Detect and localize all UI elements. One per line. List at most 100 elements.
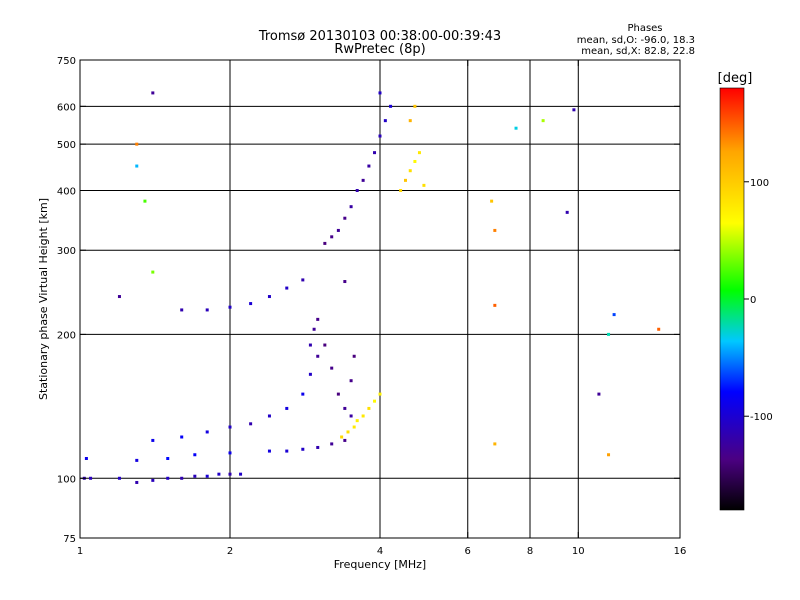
data-point [267, 449, 271, 453]
data-point [135, 480, 139, 484]
colorbar-ticks: 100 0 -100 [744, 178, 773, 423]
data-point [84, 456, 88, 460]
data-point [239, 472, 243, 476]
data-point [343, 280, 347, 284]
data-point [180, 308, 184, 312]
data-point [413, 104, 417, 108]
data-point [330, 366, 334, 370]
data-point [343, 438, 347, 442]
colorbar [719, 87, 745, 511]
data-point [352, 354, 356, 358]
data-point [180, 476, 184, 480]
y-tick-label: 100 [57, 474, 76, 485]
chart-title: Tromsø 20130103 00:38:00-00:39:43 [258, 29, 501, 44]
data-point [565, 210, 569, 214]
grid-lines [80, 60, 680, 538]
data-point [541, 119, 545, 123]
data-point [336, 228, 340, 232]
data-point [607, 453, 611, 457]
data-point [349, 414, 353, 418]
data-point [285, 449, 289, 453]
data-point [285, 286, 289, 290]
data-point [490, 199, 494, 203]
data-point [383, 119, 387, 123]
data-point [228, 451, 232, 455]
data-point [151, 270, 155, 274]
y-tick-label: 75 [63, 534, 76, 545]
data-point [346, 430, 350, 434]
data-point [267, 295, 271, 299]
data-point [166, 476, 170, 480]
data-point [343, 406, 347, 410]
colorbar-tick-label: 0 [750, 295, 756, 306]
data-point [408, 169, 412, 173]
y-axis-label: Stationary phase Virtual Height [km] [37, 198, 50, 400]
data-point [572, 108, 576, 112]
y-tick-label: 200 [57, 330, 76, 341]
data-point [316, 354, 320, 358]
data-point [301, 447, 305, 451]
data-point [249, 422, 253, 426]
data-point [378, 392, 382, 396]
colorbar-tick-label: 100 [750, 178, 769, 189]
data-point [413, 159, 417, 163]
axis-ticks: 1 2 4 6 8 10 16 75 100 200 300 400 500 600 750 [57, 56, 686, 557]
data-point [349, 379, 353, 383]
data-point [514, 126, 518, 130]
data-point [330, 442, 334, 446]
data-point [349, 205, 353, 209]
data-point [378, 91, 382, 95]
data-point [135, 142, 139, 146]
data-point [330, 235, 334, 239]
data-point [343, 216, 347, 220]
data-point [308, 343, 312, 347]
data-point [355, 188, 359, 192]
chart-subtitle: RwPretec (8p) [334, 42, 425, 57]
data-point [361, 178, 365, 182]
data-point [135, 458, 139, 462]
data-point [180, 435, 184, 439]
data-point [403, 178, 407, 182]
x-tick-label: 2 [227, 546, 233, 557]
data-point [323, 343, 327, 347]
y-tick-label: 400 [57, 186, 76, 197]
data-point [117, 476, 121, 480]
data-point [205, 308, 209, 312]
data-point [607, 332, 611, 336]
colorbar-label: [deg] [718, 71, 753, 86]
phases-line-x: mean, sd,X: 82.8, 22.8 [581, 46, 695, 57]
data-point [228, 425, 232, 429]
data-point [151, 438, 155, 442]
data-point [373, 151, 377, 155]
data-point [493, 303, 497, 307]
data-point [151, 91, 155, 95]
y-tick-label: 500 [57, 140, 76, 151]
x-tick-label: 1 [77, 546, 83, 557]
data-point [408, 119, 412, 123]
colorbar-tick-label: -100 [750, 412, 773, 423]
x-tick-label: 16 [674, 546, 687, 557]
data-point [308, 372, 312, 376]
data-point [117, 295, 121, 299]
data-point [217, 472, 221, 476]
data-points [82, 91, 661, 484]
data-point [373, 399, 377, 403]
data-point [352, 425, 356, 429]
data-point [612, 313, 616, 317]
y-tick-label: 600 [57, 102, 76, 113]
data-point [267, 414, 271, 418]
data-point [323, 241, 327, 245]
data-point [493, 442, 497, 446]
data-point [355, 419, 359, 423]
data-point [336, 392, 340, 396]
data-point [143, 199, 147, 203]
x-tick-label: 10 [572, 546, 585, 557]
data-point [367, 406, 371, 410]
data-point [493, 228, 497, 232]
data-point [340, 435, 344, 439]
data-point [316, 317, 320, 321]
data-point [193, 453, 197, 457]
x-tick-label: 6 [465, 546, 471, 557]
data-point [285, 406, 289, 410]
